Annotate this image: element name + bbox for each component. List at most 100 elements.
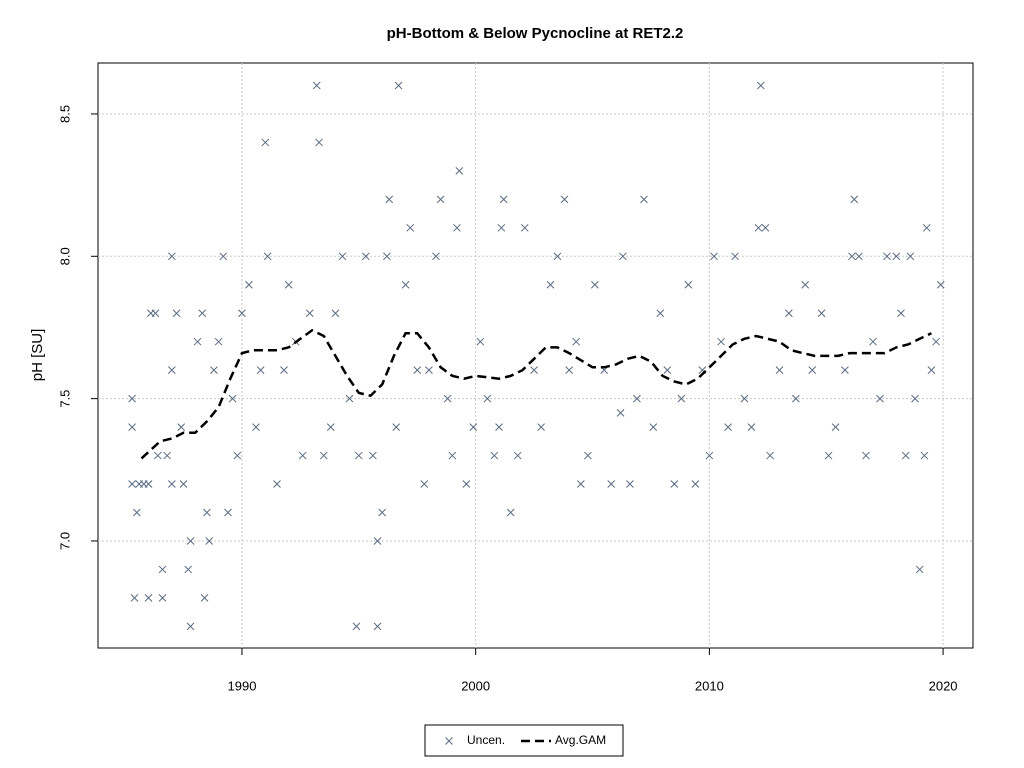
data-point [167,252,176,261]
legend-label: Avg.GAM [555,733,606,747]
data-point [238,309,246,318]
data-point [626,480,634,488]
data-point [495,423,503,431]
legend-swatch [445,737,453,745]
data-point [572,337,581,346]
data-point [368,451,377,460]
data-point [546,280,555,289]
y-tick-label: 8.0 [57,247,72,265]
data-point [932,337,940,346]
data-point [591,280,599,289]
data-point [132,508,141,517]
data-point [936,280,945,289]
data-point [576,480,585,488]
data-point [443,394,452,403]
data-point [401,280,410,289]
data-point [677,394,686,403]
data-point [193,337,202,346]
data-point [186,622,195,631]
data-point [263,252,272,261]
data-point [476,337,485,346]
data-point [128,480,136,488]
data-point [219,252,228,261]
data-point [245,280,253,289]
data-point [298,451,307,460]
data-point [619,252,627,261]
data-point [453,223,461,232]
data-point [383,252,391,261]
data-point [261,138,270,147]
data-point [128,423,136,431]
data-point [911,394,919,403]
data-point [312,81,321,90]
x-tick-label: 2010 [695,678,724,693]
data-point [892,252,901,261]
data-point [394,81,403,90]
data-point [499,195,508,204]
data-point [906,252,915,261]
data-point [705,451,714,460]
data-point [462,480,471,488]
data-point [876,394,884,403]
data-point [784,309,793,318]
data-point [497,223,506,232]
data-point [305,309,314,318]
data-point [775,366,784,375]
data-point [862,451,870,460]
data-point [273,480,281,488]
y-tick-label: 7.0 [57,532,72,550]
data-point [228,394,237,403]
data-point [233,451,242,460]
data-point [345,394,354,403]
data-point [252,423,260,431]
data-point [326,423,335,431]
gam-line [140,328,932,460]
data-point [172,309,181,318]
data-point [831,423,840,431]
chart-title: pH-Bottom & Below Pycnocline at RET2.2 [387,25,684,42]
data-point [163,451,172,460]
data-point [128,394,136,403]
data-point [373,537,382,545]
x-tick-label: 2000 [461,678,490,693]
data-point [167,366,176,375]
data-point [791,394,800,403]
data-point [922,223,931,232]
data-point [754,223,763,232]
data-point [740,394,749,403]
data-point [684,280,693,289]
data-point [177,423,186,431]
data-point [817,309,826,318]
data-point [203,508,211,517]
data-point [151,309,160,318]
data-point [663,366,672,375]
data-point [633,394,641,403]
data-point [413,366,422,375]
data-point [808,366,817,375]
data-point [338,252,347,261]
legend-label: Uncen. [467,733,505,747]
data-point [841,366,849,375]
data-point [385,195,394,204]
data-point [184,565,193,574]
data-point [506,508,515,517]
data-point [319,451,328,460]
data-point [901,451,910,460]
x-tick-label: 1990 [228,678,257,693]
data-point [691,480,700,488]
y-tick-label: 8.5 [57,105,72,123]
data-point [560,195,569,204]
data-point [354,451,363,460]
data-point [469,423,478,431]
data-point [855,252,863,261]
data-point [616,409,625,417]
data-point [530,366,538,375]
data-point [670,480,679,488]
data-point [186,537,195,545]
data-point [205,537,214,545]
data-point [656,309,665,318]
data-point [284,280,293,289]
data-point [920,451,929,460]
data-point [167,480,176,488]
data-point [331,309,340,318]
